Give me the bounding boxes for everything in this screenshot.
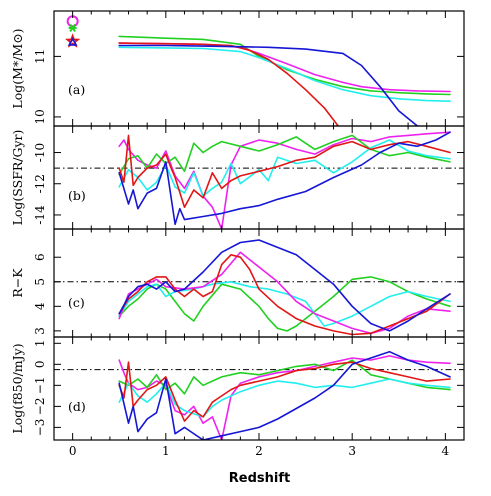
x-tick-label: 2	[255, 444, 263, 458]
marker-asterisk	[68, 23, 77, 33]
marker-stroke	[69, 23, 76, 33]
y-axis-label: R−K	[10, 268, 25, 298]
y-tick-label: −3	[33, 419, 47, 437]
series-line-red	[118, 42, 340, 126]
panel-label: (a)	[68, 82, 85, 97]
series-group	[118, 131, 451, 229]
series-line-red	[118, 134, 451, 208]
panel-c: 3 4 5 6 R−K (c)	[10, 228, 465, 338]
series-line-green	[118, 359, 451, 395]
series-line-blue	[118, 131, 451, 226]
x-tick-label: 0	[69, 444, 77, 458]
y-tick-label: -14	[33, 205, 47, 225]
x-tick-label: 1	[162, 444, 170, 458]
x-tick-label: 3	[348, 444, 356, 458]
panel-label: (d)	[68, 399, 86, 414]
panel-frame	[53, 10, 465, 127]
series-line-cyan	[118, 139, 451, 197]
series-group	[118, 35, 451, 126]
x-axis-label: Redshift	[229, 471, 290, 486]
panel-label: (c)	[68, 295, 85, 310]
y-axis-label: Log(M*/M⊙)	[10, 28, 25, 108]
y-tick-label: 4	[33, 302, 47, 310]
series-line-red	[118, 361, 451, 422]
panel-b: -14 -12 -10 Log(SSFR/Gyr) (b)	[10, 125, 465, 230]
marker-triangle	[67, 37, 78, 46]
y-tick-label: 3	[33, 327, 47, 335]
y-tick-label: 0	[33, 361, 47, 369]
y-tick-label: 1	[33, 339, 47, 347]
series-line-blue	[118, 239, 451, 332]
x-tick-label: 4	[442, 444, 450, 458]
panel-frame	[53, 125, 465, 230]
series-line-magenta	[118, 251, 451, 335]
panel-d: −3 −2 −1 0 1 Log(f850/mJy) (d)	[10, 336, 465, 441]
y-tick-label: 5	[33, 278, 47, 286]
series-line-green	[118, 134, 451, 176]
y-tick-label: -10	[33, 143, 47, 162]
y-tick-label: -12	[33, 174, 47, 193]
series-line-blue	[118, 44, 419, 126]
series-line-cyan	[118, 46, 451, 102]
y-tick-label: 6	[33, 253, 47, 261]
series-line-blue	[118, 350, 451, 440]
y-tick-label: 10	[33, 109, 47, 124]
y-tick-label: 11	[33, 49, 47, 64]
y-axis-label: Log(f850/mJy)	[10, 343, 25, 433]
series-line-cyan	[118, 378, 451, 418]
panel-label: (b)	[68, 188, 86, 203]
panel-a: 10 11 Log(M*/M⊙) (a)	[10, 10, 465, 127]
y-axis-label: Log(SSFR/Gyr)	[10, 130, 25, 226]
series-line-red	[118, 254, 451, 336]
y-tick-label: −1	[33, 376, 47, 394]
marker-star	[64, 33, 81, 48]
panel-frame	[53, 336, 465, 441]
series-group	[118, 239, 451, 336]
series-line-cyan	[118, 280, 451, 327]
y-tick-label: −2	[33, 398, 47, 416]
series-group	[118, 350, 451, 440]
